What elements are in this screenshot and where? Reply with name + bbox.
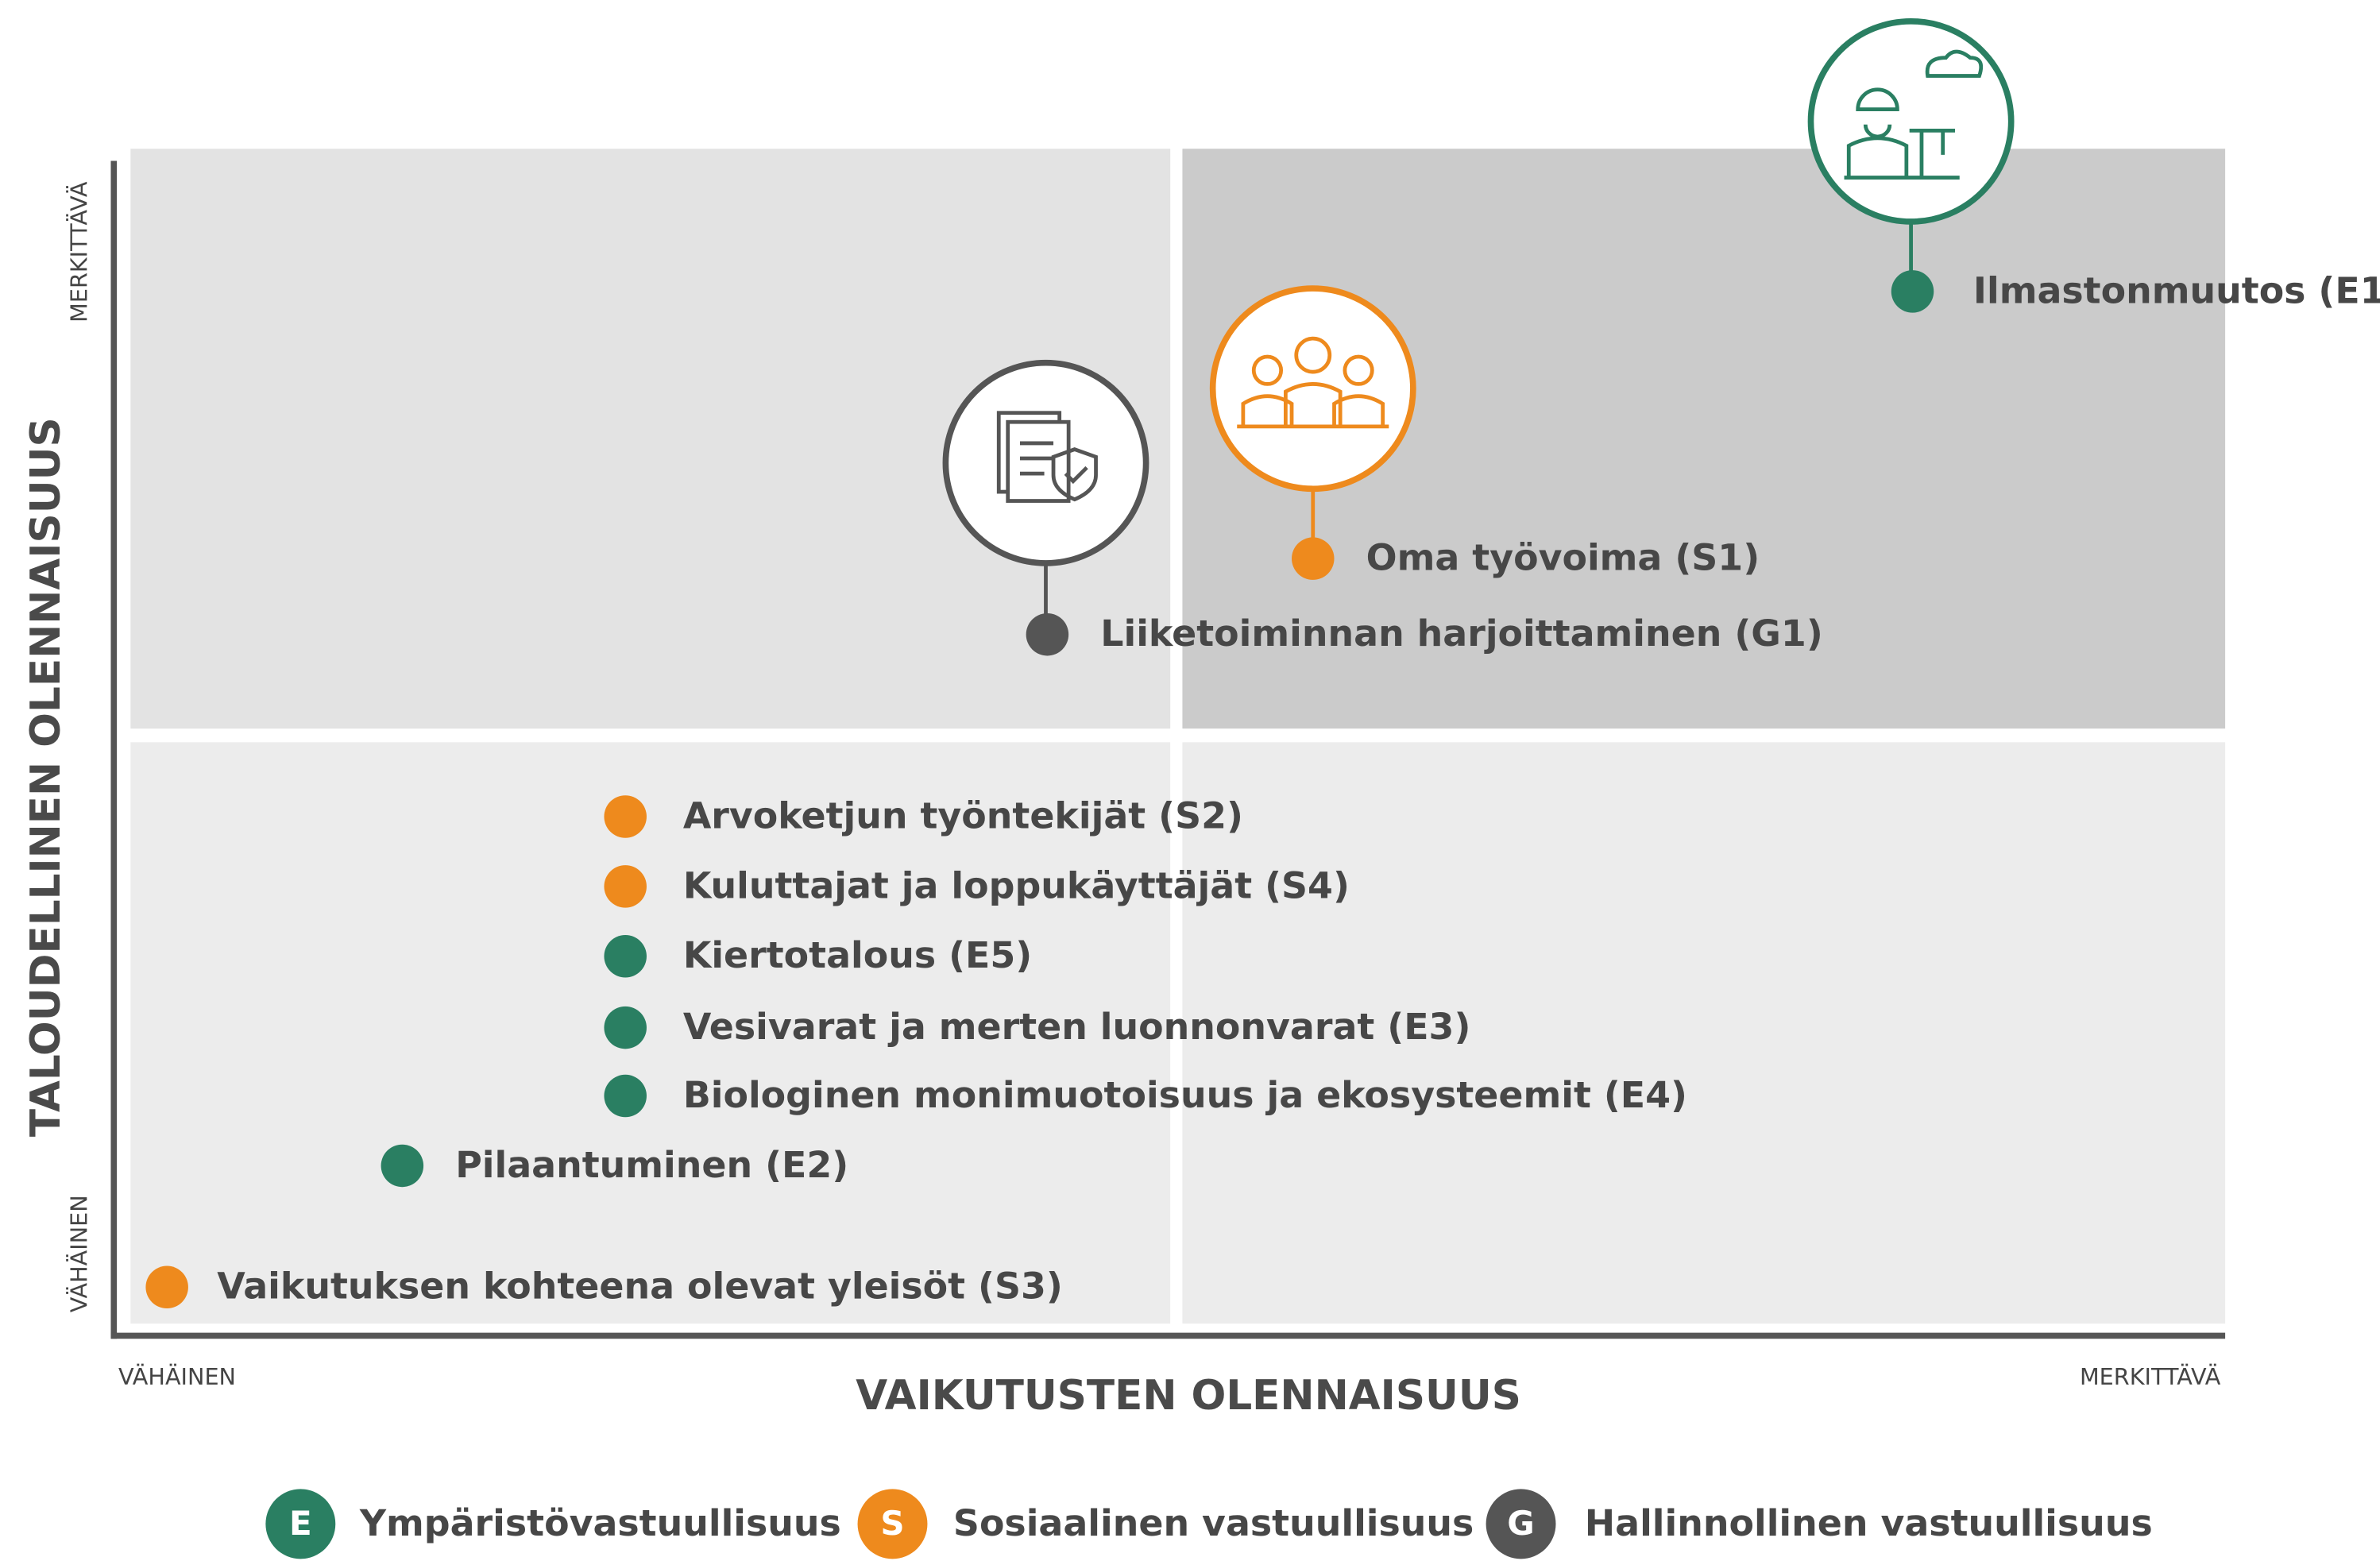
item-dot <box>1026 612 1069 656</box>
item-label: Pilaantuminen (E2) <box>455 1143 848 1186</box>
legend-letter: S <box>880 1504 904 1543</box>
item-label: Arvoketjun työntekijät (S2) <box>683 794 1243 837</box>
climate-icon <box>1807 17 2015 273</box>
item-dot <box>604 935 647 978</box>
item-label: Vaikutuksen kohteena olevat yleisöt (S3) <box>217 1265 1063 1308</box>
y-axis-label: TALOUDELLINEN OLENNAISUUS <box>22 417 70 1137</box>
legend-label: Ympäristövastuullisuus <box>359 1501 841 1544</box>
legend-label: Sosiaalinen vastuullisuus <box>953 1501 1474 1544</box>
x-axis-label: VAIKUTUSTEN OLENNAISUUS <box>856 1372 1521 1420</box>
item-dot <box>604 1006 647 1049</box>
item-dot <box>1891 270 1934 313</box>
legend-label: Hallinnollinen vastuullisuus <box>1585 1501 2153 1544</box>
legend-swatch <box>857 1489 928 1559</box>
y-axis-high: MERKITTÄVÄ <box>65 181 92 323</box>
x-axis-low: VÄHÄINEN <box>118 1363 236 1390</box>
item-label: Kiertotalous (E5) <box>683 933 1032 976</box>
item-dot <box>604 1074 647 1118</box>
legend-swatch <box>1486 1489 1556 1559</box>
item-dot <box>604 795 647 838</box>
item-label: Ilmastonmuutos (E1) <box>1973 269 2380 311</box>
item-dot <box>604 865 647 908</box>
item-label: Biologinen monimuotoisuus ja ekosysteemi… <box>683 1073 1687 1116</box>
item-dot <box>145 1265 188 1309</box>
item-dot <box>381 1144 424 1188</box>
legend-letter: E <box>289 1504 312 1543</box>
item-label: Vesivarat ja merten luonnonvarat (E3) <box>683 1005 1471 1048</box>
y-axis-low: VÄHÄINEN <box>65 1195 92 1312</box>
governance-icon <box>942 359 1149 616</box>
workforce-icon <box>1209 285 1416 541</box>
x-axis-high: MERKITTÄVÄ <box>2080 1363 2221 1390</box>
quadrant <box>130 742 1171 1324</box>
item-label: Kuluttajat ja loppukäyttäjät (S4) <box>683 864 1350 906</box>
legend-swatch <box>265 1489 336 1559</box>
item-label: Liiketoiminnan harjoittaminen (G1) <box>1100 612 1823 655</box>
quadrant <box>1182 742 2226 1324</box>
legend-letter: G <box>1507 1504 1535 1543</box>
item-label: Oma työvoima (S1) <box>1366 536 1760 579</box>
item-dot <box>1292 537 1335 580</box>
